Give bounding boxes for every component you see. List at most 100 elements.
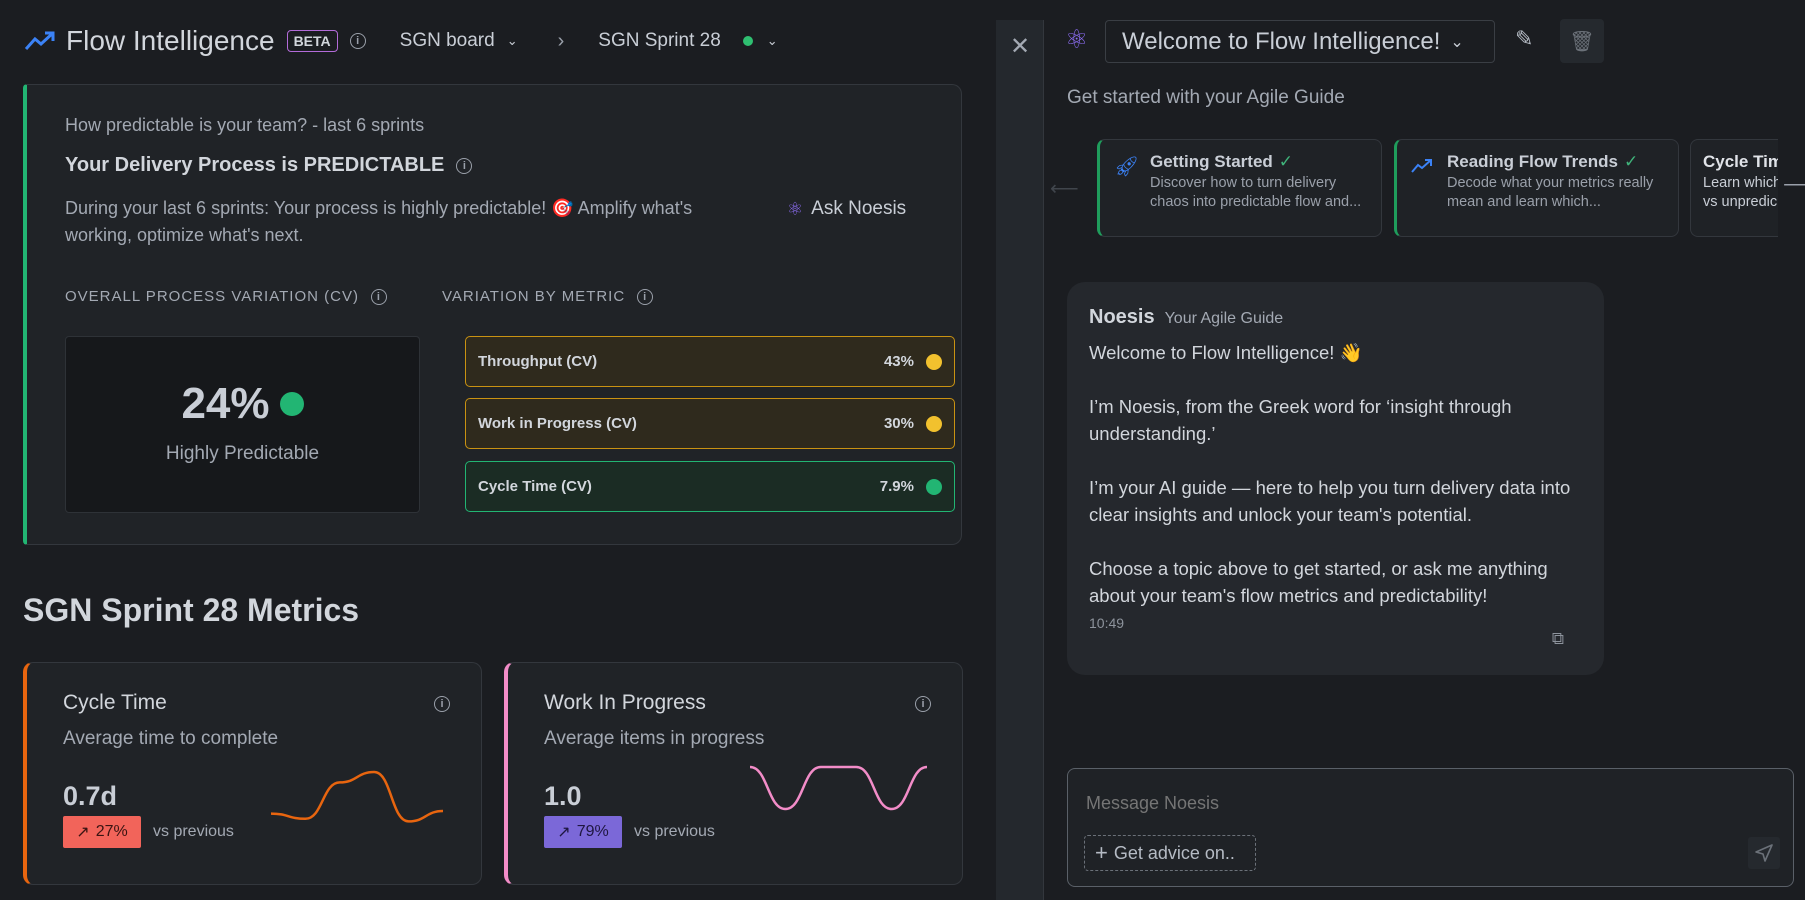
message-paragraph: Welcome to Flow Intelligence! 👋 [1089,342,1363,363]
brain-icon: ⚛ [1065,24,1089,54]
topic-title: Getting Started [1150,152,1273,171]
send-icon [1755,844,1773,862]
metric-label: Cycle Time (CV) [478,478,592,495]
predictability-card: How predictable is your team? - last 6 s… [23,84,962,545]
delete-button[interactable]: 🗑 [1560,19,1604,63]
sprint-selector[interactable]: SGN Sprint 28 ⌄ [598,30,777,52]
message-composer: +Get advice on.. [1067,768,1794,887]
header: Flow Intelligence BETA i SGN board ⌄ › SG… [24,24,778,58]
topic-description: Discover how to turn delivery chaos into… [1150,175,1362,210]
message-time: 10:49 [1089,615,1125,631]
topic-card-reading-flow-trends[interactable]: Reading Flow Trends ✓ Decode what your me… [1394,139,1679,237]
rocket-icon: 🚀︎ [1114,156,1140,178]
chevron-down-icon: ⌄ [766,33,778,48]
change-badge: ↗ 27% [63,816,141,848]
cycle-time-sparkline [270,770,444,823]
topic-title: Cycle Tim [1703,152,1778,171]
card-value: 0.7d [63,781,118,811]
sprint-label: SGN Sprint 28 [598,30,721,51]
overall-label-row: OVERALL PROCESS VARIATION (CV) i [65,288,387,305]
sparkline-path [749,765,928,811]
message-paragraph: I’m Noesis, from the Greek word for ‘ins… [1089,396,1512,444]
arrow-up-right-icon: ↗ [557,824,571,841]
overall-status: Highly Predictable [165,443,320,464]
ask-noesis-label: Ask Noesis [811,198,907,219]
topic-title: Reading Flow Trends [1447,152,1618,171]
topic-description: Decode what your metrics really mean and… [1447,175,1654,210]
info-icon[interactable]: i [915,696,931,712]
info-icon[interactable]: i [349,33,366,49]
predictability-description: During your last 6 sprints: Your process… [65,198,693,245]
card-title: Cycle Time [63,691,167,714]
edit-button[interactable]: ✎ [1515,26,1533,52]
close-panel-button[interactable]: ✕ [1006,32,1034,60]
overall-status-dot [279,392,304,416]
metric-row-throughput: Throughput (CV) 43% [465,336,955,387]
topic-card-cycle-time[interactable]: Cycle Tim Learn which vs unpredic [1690,139,1778,237]
get-advice-button[interactable]: + Get advice on.. [1084,835,1256,871]
board-selector[interactable]: SGN board ⌄ [400,30,518,52]
assistant-message: Noesis Your Agile Guide Welcome to Flow I… [1067,282,1604,675]
trash-icon: 🗑 [1569,30,1595,53]
message-paragraph: Choose a topic above to get started, or … [1089,558,1548,606]
metric-label: Work in Progress (CV) [478,415,637,432]
overall-cv-box: 24% Highly Predictable [65,336,420,513]
board-label: SGN board [399,30,495,51]
wip-card[interactable]: Work In Progress i Average items in prog… [504,662,963,885]
metric-value: 30% [883,415,914,432]
scroll-right-arrow-icon[interactable]: ⟶ [1783,174,1805,196]
breadcrumb-separator-icon: › [557,29,565,52]
check-icon: ✓ [1623,152,1639,171]
trend-up-icon [24,31,55,51]
info-icon[interactable]: i [434,696,450,712]
status-dot [926,415,942,432]
conversation-title: Welcome to Flow Intelligence! [1122,27,1441,55]
predictability-subtitle: How predictable is your team? - last 6 s… [65,115,425,135]
by-metric-label-row: VARIATION BY METRIC i [442,288,654,305]
topic-card-getting-started[interactable]: 🚀︎ Getting Started ✓ Discover how to turn… [1097,139,1382,237]
change-value: 27% [95,823,128,840]
card-subtitle: Average items in progress [544,728,765,749]
close-icon: ✕ [1009,33,1031,60]
plus-icon: + [1095,840,1108,865]
card-title: Work In Progress [544,691,706,714]
card-value: 1.0 [544,781,582,811]
check-icon: ✓ [1278,152,1294,171]
beta-badge: BETA [286,30,338,52]
sender-role: Your Agile Guide [1164,310,1284,327]
by-metric-label: VARIATION BY METRIC [442,288,626,305]
chevron-down-icon: ⌄ [506,33,518,48]
metric-value: 43% [883,353,914,370]
sparkline-path [270,770,444,823]
copy-icon[interactable]: ⧉ [1551,629,1564,648]
wip-sparkline [749,765,928,811]
conversation-selector[interactable]: Welcome to Flow Intelligence! ⌄ [1105,20,1495,63]
app-title: Flow Intelligence [66,25,275,56]
change-value: 79% [576,823,609,840]
edit-icon: ✎ [1515,26,1534,51]
sender-name: Noesis [1089,306,1155,328]
guide-heading: Get started with your Agile Guide [1067,87,1345,108]
brain-icon: ⚛ [787,198,804,219]
send-button[interactable] [1748,837,1780,869]
metric-label: Throughput (CV) [478,353,598,370]
scroll-left-arrow-icon[interactable]: ⟵ [1050,178,1079,200]
status-dot [926,353,942,370]
sprint-status-dot [742,36,753,46]
message-paragraph: I’m your AI guide — here to help you tur… [1089,477,1571,525]
ask-noesis-button[interactable]: ⚛ Ask Noesis [787,198,906,220]
topic-description: Learn which vs unpredic [1703,175,1778,210]
info-icon[interactable]: i [370,288,387,305]
info-icon[interactable]: i [456,157,473,174]
vs-previous: vs previous [634,823,715,840]
card-subtitle: Average time to complete [63,728,279,749]
overall-cv-value: 24% [181,379,270,428]
cycle-time-card[interactable]: Cycle Time i Average time to complete 0.… [23,662,482,885]
vs-previous: vs previous [153,823,234,840]
arrow-up-right-icon: ↗ [76,824,90,841]
metric-row-wip: Work in Progress (CV) 30% [465,398,955,449]
info-icon[interactable]: i [637,288,654,305]
message-input[interactable] [1086,789,1726,817]
predictability-heading-row: Your Delivery Process is PREDICTABLE i [65,154,473,177]
panel-divider [996,20,1044,900]
